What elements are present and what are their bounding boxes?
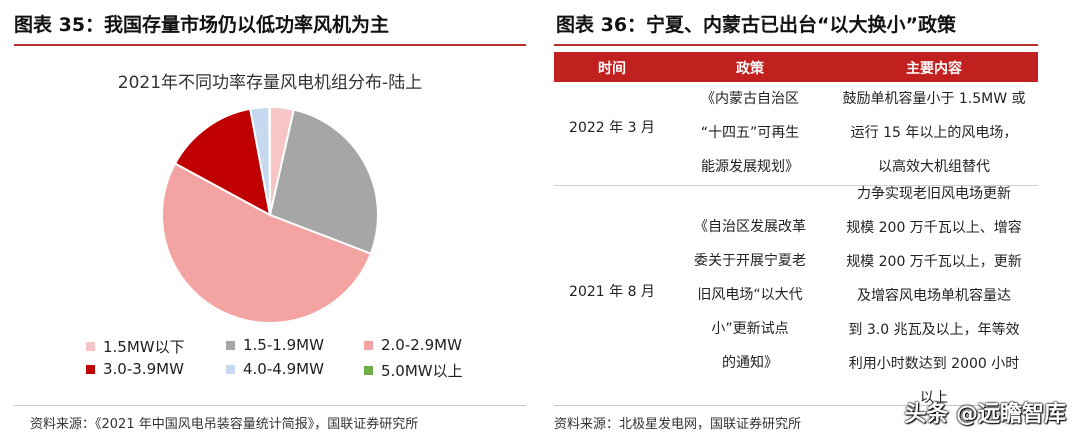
pie-chart	[161, 105, 379, 324]
policy-text-line: 小”更新试点	[711, 321, 789, 337]
legend-swatch	[364, 340, 373, 350]
legend-label: 2.0-2.9MW	[381, 336, 462, 354]
pie-slice-4	[173, 107, 272, 217]
pie-chart-title: 2021年不同功率存量风电机组分布-陆上	[117, 73, 423, 93]
header-policy: 政策	[736, 61, 764, 77]
content-text-line: 以上	[920, 390, 948, 406]
figure-35-source-rule	[14, 405, 526, 406]
legend-label: 1.5-1.9MW	[243, 336, 324, 354]
policy-text-line: 《自治区发展改革	[694, 219, 806, 235]
content-text-line: 及增容风电场单机容量达	[857, 288, 1011, 304]
policy-text-line: 旧风电场“以大代	[697, 287, 803, 303]
legend-swatch	[226, 340, 235, 350]
legend-label: 4.0-4.9MW	[243, 360, 324, 378]
row-1-policy: 《内蒙古自治区 “十四五”可再生 能源发展规划》	[670, 82, 830, 184]
content-text-line: 利用小时数达到 2000 小时	[848, 356, 1020, 372]
row-1-time: 2022 年 3 月	[569, 120, 655, 136]
policy-text-line: 的通知》	[722, 355, 778, 371]
content-text-line: 规模 200 万千瓦以上、增容	[846, 220, 1022, 236]
legend-item: 1.5-1.9MW	[226, 336, 324, 354]
header-content: 主要内容	[906, 61, 962, 77]
figure-36-source: 资料来源：北极星发电网，国联证券研究所	[554, 417, 802, 432]
figure-36-title: 图表 36：宁夏、内蒙古已出台“以大换小”政策	[556, 14, 957, 36]
legend-item: 4.0-4.9MW	[226, 360, 324, 378]
row-divider	[554, 185, 1038, 186]
legend-label: 1.5MW以下	[103, 338, 185, 356]
policy-text-line: 能源发展规划》	[701, 159, 799, 175]
row-2-content: 力争实现老旧风电场更新 规模 200 万千瓦以上、增容 规模 200 万千瓦以上，更…	[830, 177, 1038, 415]
left-figure-panel: 图表 35：我国存量市场仍以低功率风机为主 2021年不同功率存量风电机组分布-…	[14, 14, 526, 432]
policy-text-line: 委关于开展宁夏老	[694, 253, 806, 269]
figure-36-title-rule	[554, 44, 1038, 46]
pie-slice-2	[268, 108, 379, 256]
figure-36-source-rule	[554, 405, 1038, 406]
policy-table-header: 时间 政策 主要内容	[554, 52, 1038, 82]
content-text-line: 规模 200 万千瓦以上，更新	[846, 254, 1022, 270]
legend-label: 3.0-3.9MW	[103, 360, 184, 378]
pie-slice-6	[268, 105, 271, 216]
legend-item: 5.0MW以上	[364, 360, 463, 381]
content-text-line: 运行 15 年以上的风电场，	[850, 125, 1018, 141]
row-2-time: 2021 年 8 月	[569, 284, 655, 300]
row-2-policy: 《自治区发展改革 委关于开展宁夏老 旧风电场“以大代 小”更新试点 的通知》	[670, 210, 830, 380]
content-text-line: 鼓励单机容量小于 1.5MW 或	[842, 91, 1026, 107]
figure-35-title-rule	[14, 44, 526, 46]
figure-35-title: 图表 35：我国存量市场仍以低功率风机为主	[14, 14, 390, 36]
right-figure-panel: 图表 36：宁夏、内蒙古已出台“以大换小”政策 时间 政策 主要内容 2022 …	[552, 0, 1080, 440]
watermark-text: 头条 @远瞻智库	[904, 402, 1066, 427]
row-1-content: 鼓励单机容量小于 1.5MW 或运行 15 年以上的风电场， 以高效大机组替代	[830, 82, 1038, 184]
legend-swatch	[226, 364, 235, 374]
content-text-line: 到 3.0 兆瓦及以上，年等效	[848, 322, 1020, 338]
legend-item: 1.5MW以下	[86, 336, 185, 357]
legend-item: 3.0-3.9MW	[86, 360, 184, 378]
pie-slice-3	[161, 162, 373, 324]
header-time: 时间	[598, 61, 626, 77]
policy-text-line: 《内蒙古自治区	[701, 91, 799, 107]
content-text-line: 以高效大机组替代	[878, 159, 990, 175]
content-text-line: 力争实现老旧风电场更新	[857, 186, 1011, 202]
figure-35-source: 资料来源：《2021 年中国风电吊装容量统计简报》，国联证券研究所	[30, 417, 419, 432]
legend-item: 2.0-2.9MW	[364, 336, 462, 354]
legend-swatch	[86, 342, 95, 351]
legend-swatch	[364, 366, 373, 375]
policy-text-line: “十四五”可再生	[700, 125, 800, 141]
legend-label: 5.0MW以上	[381, 362, 463, 380]
legend-swatch	[86, 364, 95, 374]
